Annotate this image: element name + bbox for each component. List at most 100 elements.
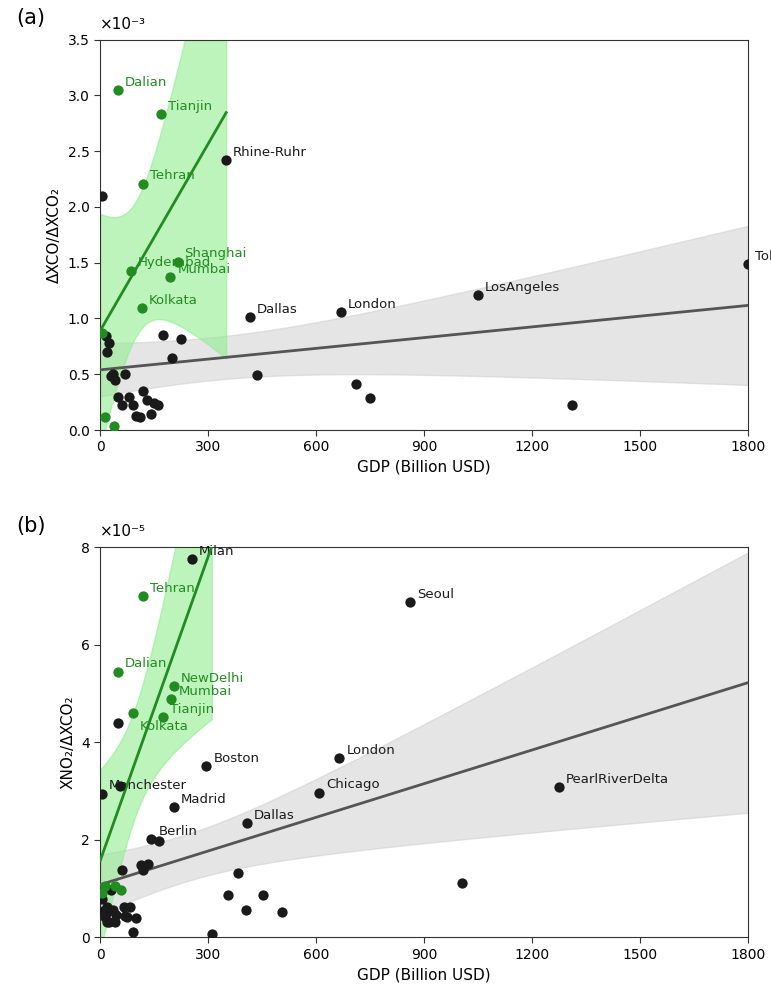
Point xyxy=(99,878,111,894)
Point xyxy=(99,328,112,344)
Text: Manchester: Manchester xyxy=(109,780,187,793)
Point xyxy=(120,366,132,382)
Text: Kolkata: Kolkata xyxy=(149,295,197,308)
Text: ×10⁻³: ×10⁻³ xyxy=(100,17,146,32)
Point xyxy=(251,367,263,383)
Point xyxy=(145,831,157,847)
Point xyxy=(96,892,108,908)
Point xyxy=(133,409,146,425)
Point xyxy=(120,908,132,924)
Point xyxy=(114,779,126,795)
Text: Tehran: Tehran xyxy=(150,170,195,183)
Point xyxy=(241,814,253,830)
Point xyxy=(565,398,577,414)
Point xyxy=(123,389,135,405)
Text: LosAngeles: LosAngeles xyxy=(485,281,561,294)
Point xyxy=(100,914,113,930)
Point xyxy=(102,903,114,919)
Point xyxy=(125,263,137,279)
Point xyxy=(130,910,143,926)
Point xyxy=(164,269,177,285)
Point xyxy=(222,887,234,903)
Text: PearlRiverDelta: PearlRiverDelta xyxy=(566,773,669,786)
Point xyxy=(108,418,120,434)
Text: (a): (a) xyxy=(16,9,45,29)
Text: Hyderabad: Hyderabad xyxy=(138,256,211,270)
Point xyxy=(99,909,111,925)
Point xyxy=(99,409,111,425)
Point xyxy=(142,856,154,872)
Y-axis label: ΔXCO/ΔXCO₂: ΔXCO/ΔXCO₂ xyxy=(47,186,62,283)
Point xyxy=(105,369,117,385)
Point xyxy=(136,301,148,316)
Point xyxy=(121,909,133,925)
Point xyxy=(168,679,180,694)
Point xyxy=(364,390,376,406)
Point xyxy=(136,862,149,878)
Point xyxy=(103,335,116,351)
Text: Kolkata: Kolkata xyxy=(140,719,188,733)
Point xyxy=(207,926,219,941)
Text: Mumbai: Mumbai xyxy=(177,263,231,276)
Point xyxy=(103,914,116,930)
Point xyxy=(126,705,139,721)
Point xyxy=(153,833,165,849)
Point xyxy=(175,330,187,346)
Point xyxy=(115,882,127,898)
Point xyxy=(109,372,121,388)
Point xyxy=(335,304,348,319)
Point xyxy=(148,395,160,411)
Point xyxy=(105,882,117,898)
Point xyxy=(137,176,150,191)
Point xyxy=(171,254,183,270)
Text: Madrid: Madrid xyxy=(181,793,227,806)
Text: Dallas: Dallas xyxy=(254,808,295,821)
Text: NewDelhi: NewDelhi xyxy=(181,672,244,685)
Point xyxy=(109,878,122,894)
Point xyxy=(137,588,150,604)
Point xyxy=(165,691,177,707)
Text: Shanghai: Shanghai xyxy=(184,247,247,261)
Text: (b): (b) xyxy=(16,516,45,536)
Text: London: London xyxy=(346,744,396,757)
Text: Seoul: Seoul xyxy=(417,587,454,600)
Text: London: London xyxy=(348,298,397,310)
Point xyxy=(313,785,325,801)
Point xyxy=(117,900,130,916)
Text: Milan: Milan xyxy=(199,546,234,558)
Text: Dallas: Dallas xyxy=(257,304,298,316)
Point xyxy=(116,398,128,414)
Point xyxy=(110,907,123,923)
Point xyxy=(553,780,565,796)
Point xyxy=(240,902,252,918)
Text: Rhine-Ruhr: Rhine-Ruhr xyxy=(233,146,307,159)
Point xyxy=(220,152,232,168)
Point xyxy=(99,905,112,921)
Point xyxy=(186,552,198,567)
Text: Dalian: Dalian xyxy=(125,658,167,671)
Point xyxy=(97,903,109,919)
Y-axis label: XNO₂/ΔXCO₂: XNO₂/ΔXCO₂ xyxy=(60,695,76,789)
Point xyxy=(349,376,362,392)
Text: Boston: Boston xyxy=(214,752,259,765)
Point xyxy=(141,392,153,408)
Text: Chicago: Chicago xyxy=(326,779,379,792)
Point xyxy=(168,799,180,814)
Text: Tokyo/Yokohama: Tokyo/Yokohama xyxy=(755,250,771,263)
Point xyxy=(144,407,157,423)
Point xyxy=(276,904,288,920)
Point xyxy=(116,862,128,878)
Point xyxy=(112,715,124,731)
Point xyxy=(166,349,178,365)
Point xyxy=(244,310,256,325)
Point xyxy=(112,82,124,98)
X-axis label: GDP (Billion USD): GDP (Billion USD) xyxy=(357,967,491,982)
Point xyxy=(123,900,136,916)
Text: Berlin: Berlin xyxy=(158,824,197,837)
Point xyxy=(472,287,484,303)
Point xyxy=(106,902,119,918)
Point xyxy=(404,594,416,610)
Point xyxy=(157,709,170,725)
Point xyxy=(96,187,108,203)
Text: Mumbai: Mumbai xyxy=(178,685,231,698)
